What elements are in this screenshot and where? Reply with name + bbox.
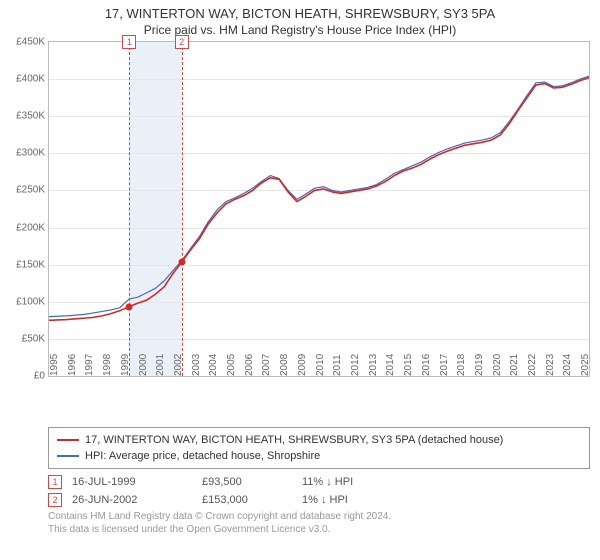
y-axis-label: £100K	[16, 296, 49, 307]
x-axis-label: 2001	[153, 354, 166, 376]
sale-marker-box: 2	[175, 35, 189, 49]
sale-point	[126, 303, 133, 310]
x-axis-label: 2022	[525, 354, 538, 376]
sale-row-delta: 1% ↓ HPI	[302, 494, 422, 506]
legend: 17, WINTERTON WAY, BICTON HEATH, SHREWSB…	[48, 427, 590, 469]
plot-region: 12£0£50K£100K£150K£200K£250K£300K£350K£4…	[48, 41, 590, 377]
legend-label: HPI: Average price, detached house, Shro…	[85, 450, 320, 462]
x-axis-label: 2009	[295, 354, 308, 376]
x-axis-label: 2005	[224, 354, 237, 376]
x-axis-label: 2018	[454, 354, 467, 376]
x-axis-label: 2007	[259, 354, 272, 376]
chart-titles: 17, WINTERTON WAY, BICTON HEATH, SHREWSB…	[0, 0, 600, 41]
footer-line: Contains HM Land Registry data © Crown c…	[48, 511, 590, 524]
x-axis-label: 2025	[578, 354, 591, 376]
x-axis-label: 2006	[242, 354, 255, 376]
x-axis-label: 2008	[277, 354, 290, 376]
x-axis-label: 2013	[366, 354, 379, 376]
x-axis-label: 2024	[560, 354, 573, 376]
sale-row-marker: 2	[48, 493, 62, 507]
x-axis-label: 2010	[313, 354, 326, 376]
y-axis-label: £50K	[22, 333, 49, 344]
chart-area: 12£0£50K£100K£150K£200K£250K£300K£350K£4…	[48, 41, 590, 397]
legend-swatch	[57, 439, 79, 441]
sale-marker-box: 1	[122, 35, 136, 49]
x-axis-label: 1997	[82, 354, 95, 376]
x-axis-label: 1999	[118, 354, 131, 376]
x-axis-label: 2012	[348, 354, 361, 376]
sale-table: 1 16-JUL-1999£93,50011% ↓ HPI 2 26-JUN-2002…	[48, 475, 590, 507]
x-axis-label: 2023	[543, 354, 556, 376]
x-axis-label: 2002	[171, 354, 184, 376]
y-axis-label: £250K	[16, 185, 49, 196]
sale-row-price: £93,500	[202, 476, 302, 488]
y-axis-label: £150K	[16, 259, 49, 270]
y-axis-label: £400K	[16, 74, 49, 85]
x-axis-label: 2021	[507, 354, 520, 376]
legend-item: 17, WINTERTON WAY, BICTON HEATH, SHREWSB…	[57, 432, 581, 448]
y-axis-label: £450K	[16, 37, 49, 48]
footer-line: This data is licensed under the Open Gov…	[48, 524, 590, 537]
legend-label: 17, WINTERTON WAY, BICTON HEATH, SHREWSB…	[85, 434, 503, 446]
y-axis-label: £300K	[16, 148, 49, 159]
x-axis-label: 1996	[65, 354, 78, 376]
sale-vline	[129, 42, 130, 376]
y-axis-label: £200K	[16, 222, 49, 233]
sale-row-delta: 11% ↓ HPI	[302, 476, 422, 488]
x-axis-label: 2004	[206, 354, 219, 376]
sale-point	[178, 259, 185, 266]
legend-swatch	[57, 455, 79, 457]
sale-row-date: 26-JUN-2002	[72, 494, 202, 506]
legend-item: HPI: Average price, detached house, Shro…	[57, 448, 581, 464]
x-axis-label: 2019	[472, 354, 485, 376]
title-primary: 17, WINTERTON WAY, BICTON HEATH, SHREWSB…	[8, 6, 592, 21]
x-axis-label: 2017	[437, 354, 450, 376]
sale-vline	[182, 42, 183, 376]
x-axis-label: 2015	[401, 354, 414, 376]
x-axis-label: 2003	[189, 354, 202, 376]
x-axis-label: 2011	[330, 354, 343, 376]
sale-row-date: 16-JUL-1999	[72, 476, 202, 488]
x-axis-label: 2014	[383, 354, 396, 376]
y-axis-label: £350K	[16, 111, 49, 122]
x-axis-label: 1995	[47, 354, 60, 376]
footer: Contains HM Land Registry data © Crown c…	[48, 511, 590, 536]
x-axis-label: 2020	[490, 354, 503, 376]
x-axis-label: 2000	[136, 354, 149, 376]
title-secondary: Price paid vs. HM Land Registry's House …	[8, 23, 592, 37]
sale-row-marker: 1	[48, 475, 62, 489]
sale-row-price: £153,000	[202, 494, 302, 506]
x-axis-label: 2016	[419, 354, 432, 376]
x-axis-label: 1998	[100, 354, 113, 376]
